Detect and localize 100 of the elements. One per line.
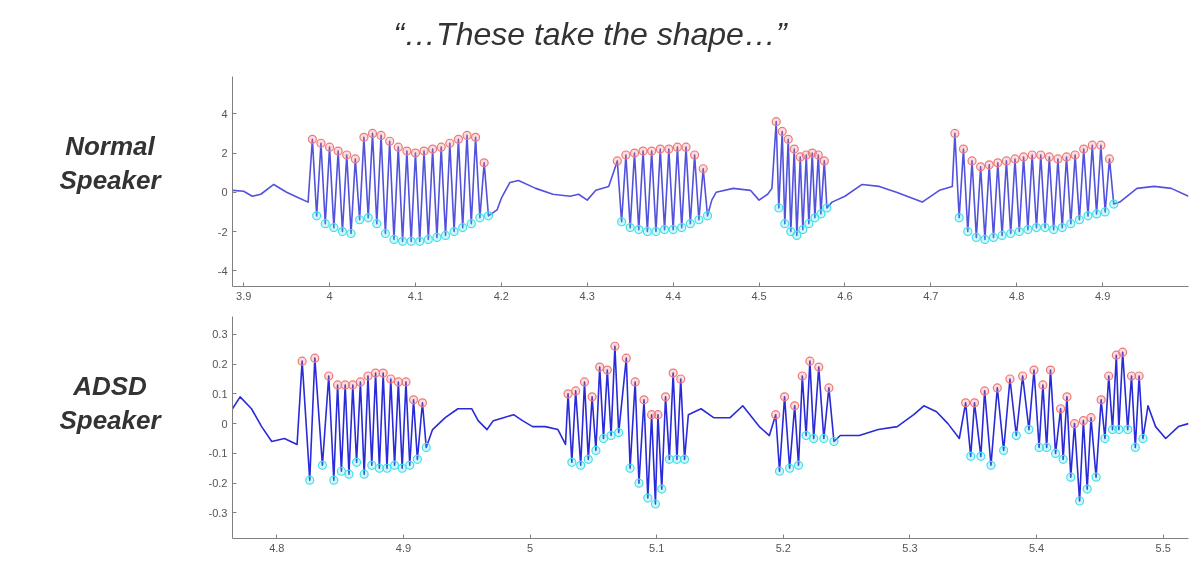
point	[1086, 413, 1096, 423]
point	[397, 236, 408, 246]
point	[333, 380, 343, 390]
point	[336, 466, 346, 476]
point	[462, 130, 472, 140]
point	[567, 457, 577, 467]
y-tick-label: 0.3	[212, 328, 228, 341]
point	[668, 368, 678, 378]
point	[1109, 199, 1119, 209]
point	[621, 353, 631, 363]
point	[980, 234, 990, 244]
y-tick-label: -0.2	[208, 477, 228, 490]
point	[436, 142, 446, 152]
x-tick-label: 4.7	[923, 289, 939, 302]
point	[389, 234, 399, 244]
point	[350, 154, 360, 164]
point	[1027, 150, 1037, 160]
point	[1024, 424, 1034, 435]
point	[999, 445, 1009, 456]
point	[432, 232, 442, 243]
point	[1130, 442, 1140, 453]
x-tick-label: 5.2	[775, 541, 791, 554]
point	[813, 150, 823, 160]
point	[617, 217, 627, 227]
point	[657, 484, 667, 494]
point	[363, 371, 373, 381]
x-tick-label: 4.9	[395, 541, 412, 554]
point	[783, 134, 793, 144]
point	[483, 211, 494, 221]
point	[412, 454, 422, 464]
point	[317, 460, 327, 470]
point	[367, 128, 378, 139]
point	[329, 223, 339, 233]
point	[1091, 472, 1101, 482]
chart-title: “…These take the shape…”	[393, 15, 787, 54]
point	[797, 371, 807, 381]
x-tick-label: 4.8	[1009, 289, 1025, 302]
y-tick-label: -2	[217, 225, 228, 238]
point	[475, 213, 485, 223]
y-axis-title: ADSD Speaker	[58, 370, 163, 437]
point	[819, 156, 829, 166]
point	[316, 138, 326, 148]
point	[634, 478, 644, 488]
point	[382, 463, 392, 473]
point	[402, 146, 412, 156]
point	[614, 427, 624, 438]
point	[563, 389, 573, 399]
point	[967, 156, 977, 166]
y-tick-label: -4	[217, 264, 228, 277]
point	[1114, 424, 1124, 435]
x-tick-label: 4.6	[837, 289, 853, 302]
point	[374, 463, 384, 473]
point	[639, 395, 649, 405]
point	[1018, 371, 1028, 381]
point	[310, 353, 320, 363]
point	[992, 383, 1002, 393]
y-tick-label: 2	[221, 147, 228, 160]
point	[419, 146, 429, 156]
point	[1029, 365, 1039, 375]
point	[694, 215, 704, 225]
point	[681, 142, 691, 152]
point	[393, 142, 403, 152]
point	[793, 460, 804, 470]
point	[1018, 152, 1029, 162]
point	[466, 219, 476, 229]
point	[1075, 496, 1085, 506]
point	[346, 228, 356, 239]
point	[997, 230, 1007, 241]
point	[576, 460, 586, 470]
point	[1001, 156, 1011, 166]
point	[307, 134, 317, 144]
x-tick-label: 4	[326, 289, 333, 302]
point	[672, 454, 682, 464]
point	[969, 398, 980, 408]
point	[984, 160, 994, 170]
point	[385, 136, 395, 146]
point	[702, 211, 713, 221]
point	[963, 226, 973, 237]
point	[344, 469, 354, 479]
point	[583, 454, 593, 464]
point	[629, 148, 640, 158]
point	[976, 451, 986, 461]
point	[966, 451, 976, 461]
point	[610, 341, 620, 351]
point	[789, 144, 799, 154]
point	[595, 362, 605, 372]
point	[410, 148, 421, 158]
point	[679, 454, 690, 464]
point	[376, 130, 386, 140]
point	[630, 377, 640, 387]
point	[1056, 404, 1066, 414]
point	[1083, 211, 1093, 221]
point	[961, 398, 971, 408]
point	[1091, 209, 1102, 219]
point	[1104, 371, 1114, 381]
point	[367, 460, 377, 470]
point	[986, 460, 996, 470]
point	[386, 374, 396, 384]
point	[340, 380, 350, 390]
point	[612, 156, 622, 166]
